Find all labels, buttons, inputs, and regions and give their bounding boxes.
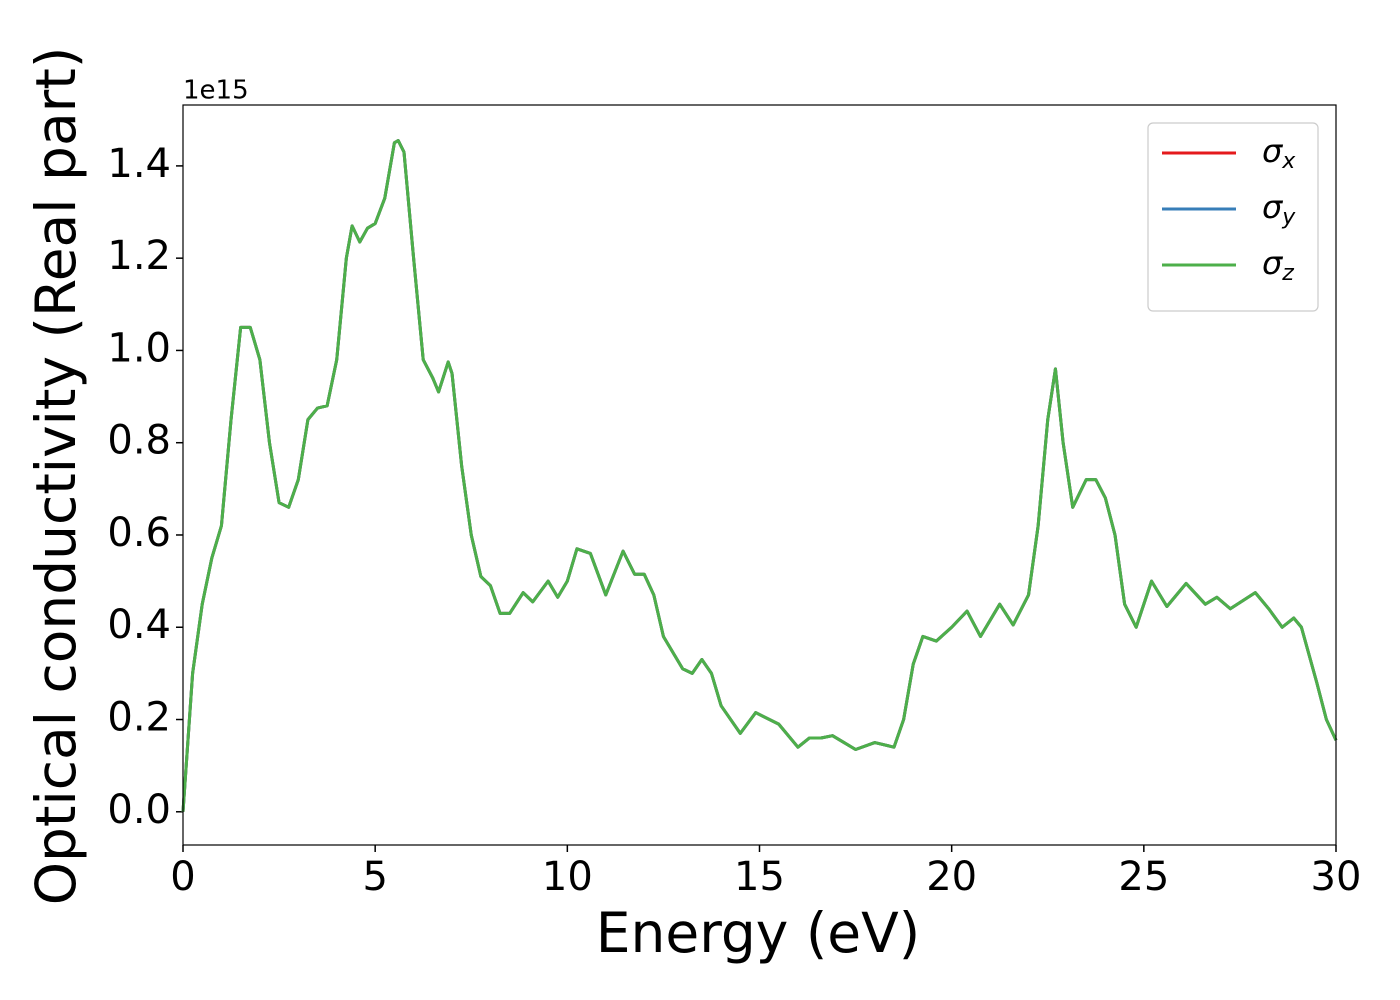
plot-frame [182,104,1337,846]
legend-label: σy [1262,188,1296,230]
x-tick-label: 5 [362,854,387,900]
y-tick-label: 0.6 [107,510,171,556]
x-axis-label: Energy (eV) [596,901,920,965]
x-tick-label: 10 [542,854,593,900]
series-line [181,139,1338,812]
y-tick-label: 0.2 [107,695,171,741]
y-tick-label: 1.2 [107,233,171,279]
x-tick-label: 0 [170,854,195,900]
legend: σx σy σz [1147,122,1319,312]
y-tick-label: 1.4 [107,141,171,187]
x-tick-label: 20 [926,854,977,900]
x-tick-label: 15 [734,854,785,900]
offset-label: 1e15 [183,76,249,106]
y-tick-label: 0.0 [107,787,171,833]
y-tick-label: 0.4 [107,602,171,648]
y-tick-label: 0.8 [107,418,171,464]
legend-label: σz [1262,244,1294,286]
legend-label: σx [1262,132,1296,174]
x-tick-label: 25 [1118,854,1169,900]
x-tick-label: 30 [1311,854,1362,900]
y-axis-label: Optical conductivity (Real part) [24,47,88,906]
y-tick-label: 1.0 [107,325,171,371]
